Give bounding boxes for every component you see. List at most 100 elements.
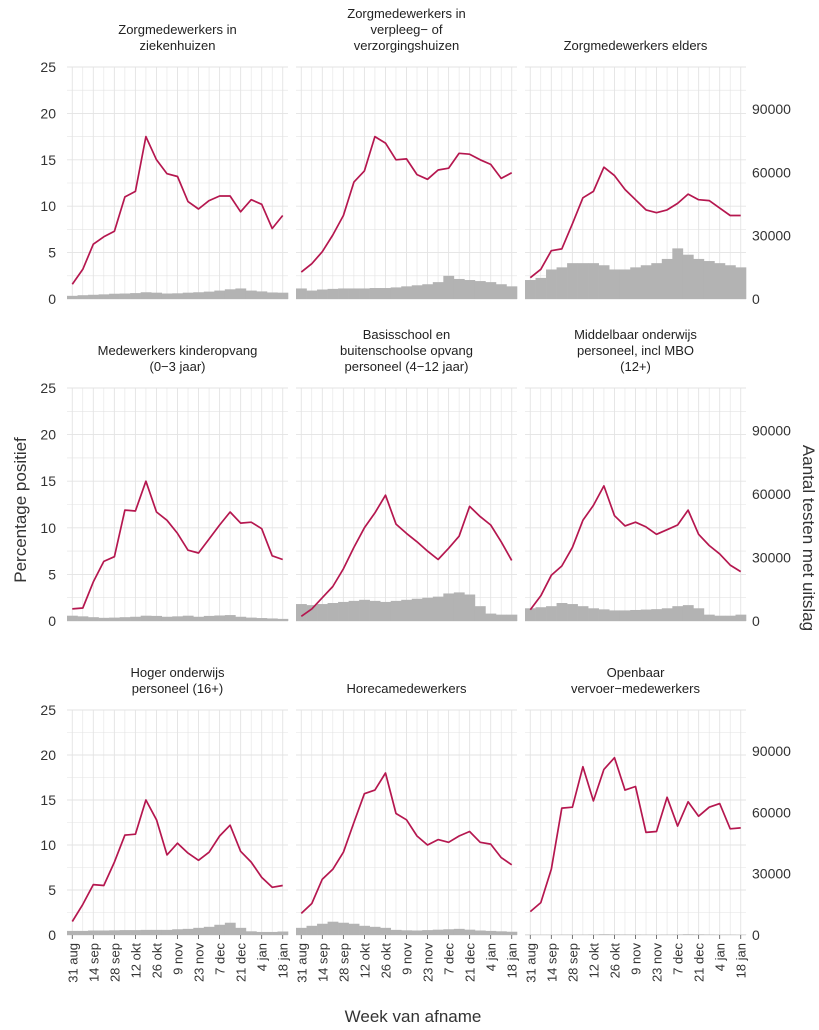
x-tick-label: 14 sep xyxy=(315,943,330,982)
x-tick-label: 14 sep xyxy=(86,943,101,982)
bar-tests xyxy=(256,291,268,299)
bar-tests xyxy=(203,291,215,299)
panel-title-line: personeel (4−12 jaar) xyxy=(345,359,469,374)
bar-tests xyxy=(88,930,99,935)
bar-tests xyxy=(327,288,339,299)
bar-tests xyxy=(588,263,599,299)
y-axis-left: 0 5 10 15 20 25 xyxy=(40,380,56,629)
x-tick-label: 14 sep xyxy=(544,943,559,982)
bar-tests xyxy=(98,617,110,621)
bar-tests xyxy=(98,930,110,935)
bar-tests xyxy=(682,254,694,299)
bar-tests xyxy=(485,282,497,299)
bar-tests xyxy=(525,280,536,299)
bar-tests xyxy=(359,599,370,621)
bar-tests xyxy=(67,295,78,299)
y-tick-label-left: 20 xyxy=(40,105,56,121)
y-tick-label-right: 60000 xyxy=(752,164,791,180)
bar-tests xyxy=(661,608,673,621)
x-tick-label: 9 nov xyxy=(400,943,415,975)
y-tick-label-right: 60000 xyxy=(752,486,791,502)
bar-tests xyxy=(693,608,705,621)
panel-title-line: vervoer−medewerkers xyxy=(571,681,700,696)
x-tick-label: 31 aug xyxy=(523,943,538,983)
bar-tests xyxy=(474,930,486,935)
y-axis-right: 0 30000 60000 90000 xyxy=(752,743,791,943)
bar-tests xyxy=(619,610,631,621)
bar-tests xyxy=(485,613,497,621)
bar-tests xyxy=(369,926,381,935)
line-percentage-positief xyxy=(529,485,742,611)
bar-tests xyxy=(348,288,360,299)
panel-title-line: ziekenhuizen xyxy=(140,38,216,53)
bar-tests xyxy=(495,284,507,299)
bar-tests xyxy=(235,288,247,299)
bar-tests xyxy=(651,263,663,299)
bar-tests xyxy=(140,615,152,621)
bar-tests xyxy=(506,286,518,299)
x-tick-label: 26 okt xyxy=(607,943,622,979)
bar-tests xyxy=(588,934,599,935)
panel-title: Zorgmedewerkers elders xyxy=(564,38,708,53)
bar-tests xyxy=(672,606,684,621)
bar-tests xyxy=(464,929,476,935)
bar-tests xyxy=(422,930,434,935)
line-percentage-positief xyxy=(529,166,741,279)
y-tick-label-left: 0 xyxy=(48,291,56,307)
y-axis-right: 0 30000 60000 90000 xyxy=(752,101,791,307)
bar-tests xyxy=(77,295,89,299)
panel-title-line: (0−3 jaar) xyxy=(150,359,206,374)
bar-tests xyxy=(140,929,152,935)
y-axis-title-left: Percentage positief xyxy=(11,437,30,583)
x-tick-label: 21 dec xyxy=(463,943,478,983)
bar-tests xyxy=(88,294,99,299)
panel-title-line: Medewerkers kinderopvang xyxy=(98,343,258,358)
bar-tests xyxy=(474,606,486,621)
bar-tests xyxy=(256,618,268,621)
gridlines xyxy=(67,387,288,622)
bar-tests xyxy=(317,289,328,299)
x-tick-label: 12 okt xyxy=(128,943,143,979)
bar-tests xyxy=(422,597,434,621)
bar-tests xyxy=(214,290,226,299)
bar-tests xyxy=(443,275,455,299)
bar-tests xyxy=(182,928,194,935)
bar-tests xyxy=(306,605,318,621)
bar-tests xyxy=(598,265,610,299)
tests-bars xyxy=(525,248,747,299)
bar-tests xyxy=(245,290,257,299)
bar-tests xyxy=(651,609,663,621)
bar-tests xyxy=(703,614,715,621)
gridlines xyxy=(525,709,746,936)
bar-tests xyxy=(348,600,360,621)
y-axis-title-right: Aantal testen met uitslag xyxy=(799,445,818,631)
bar-tests xyxy=(588,608,599,621)
bar-tests xyxy=(390,600,402,621)
bar-tests xyxy=(453,928,465,935)
bar-tests xyxy=(682,934,694,935)
gridlines xyxy=(296,387,517,622)
line-percentage-positief xyxy=(71,799,283,922)
x-tick-label: 26 okt xyxy=(149,943,164,979)
x-tick-label: 7 dec xyxy=(671,943,686,975)
bar-tests xyxy=(161,616,173,621)
bar-tests xyxy=(161,929,173,935)
panel-title: Medewerkers kinderopvang(0−3 jaar) xyxy=(98,343,258,374)
bar-tests xyxy=(224,922,236,935)
x-axis: 31 aug 14 sep 28 sep 12 okt 26 okt 9 nov 23 no… xyxy=(523,935,749,983)
x-tick-label: 23 nov xyxy=(650,943,665,983)
bar-tests xyxy=(317,604,328,621)
line-percentage-positief xyxy=(300,135,513,273)
bar-tests xyxy=(119,617,131,621)
bar-tests xyxy=(422,284,434,299)
bar-tests xyxy=(567,263,578,299)
bar-tests xyxy=(296,288,307,299)
y-tick-label-left: 5 xyxy=(48,882,56,898)
panel-title-line: Openbaar xyxy=(607,665,665,680)
